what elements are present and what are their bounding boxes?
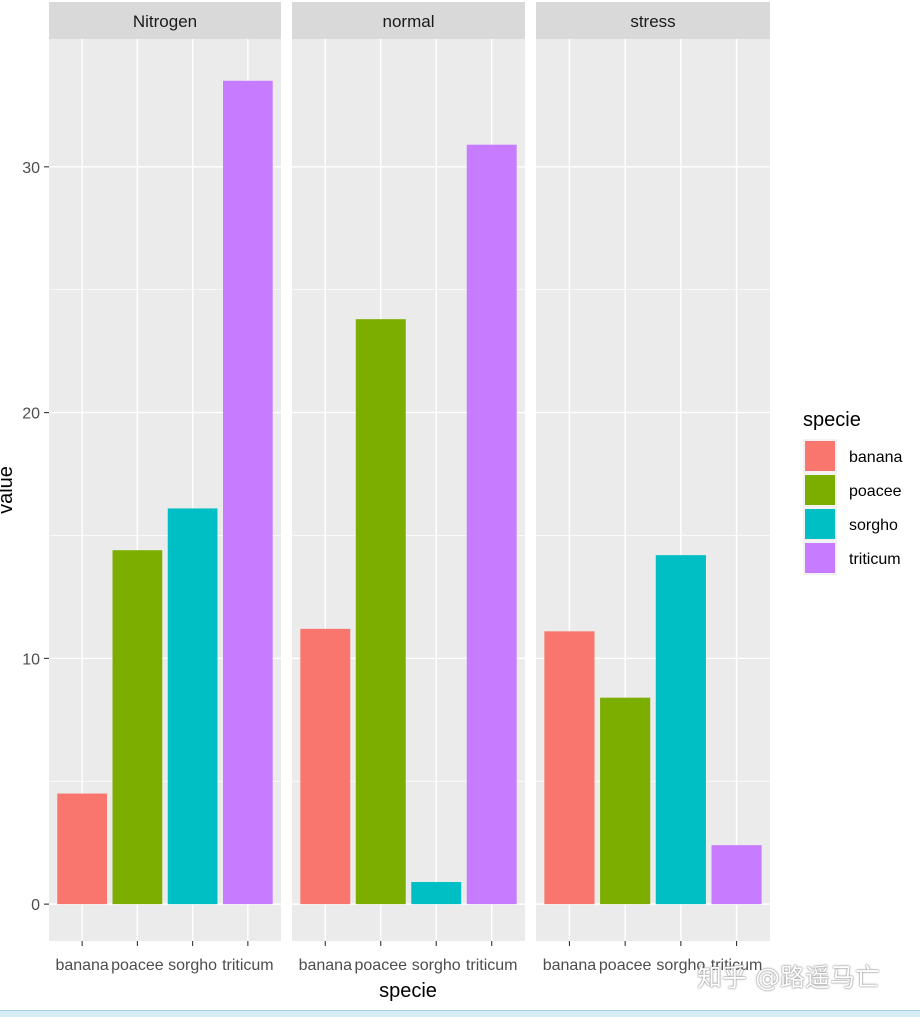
bar-normal-poacee (355, 319, 406, 905)
legend-label: sorgho (849, 517, 898, 534)
legend-swatch (805, 441, 835, 471)
x-tick-label: poacee (111, 957, 164, 974)
x-tick-label: banana (299, 957, 352, 974)
x-tick-label: banana (543, 957, 596, 974)
facet-strip-label: Nitrogen (133, 12, 197, 31)
facet-strip-label: normal (383, 12, 435, 31)
x-tick-label: triticum (466, 957, 518, 974)
bar-nitrogen-poacee (112, 550, 163, 905)
bar-nitrogen-sorgho (167, 508, 218, 905)
x-tick-label: poacee (355, 957, 408, 974)
legend-swatch (805, 543, 835, 573)
legend-swatch (805, 475, 835, 505)
y-tick-label: 30 (22, 160, 40, 177)
bar-normal-banana (300, 628, 351, 905)
legend-item-poacee: poacee (803, 473, 902, 507)
y-tick-label: 10 (22, 651, 40, 668)
bar-stress-banana (544, 631, 595, 905)
x-tick-label: sorgho (412, 957, 461, 974)
facet-panel-nitrogen: Nitrogen banana poacee sorgho triticum (49, 2, 281, 974)
bar-normal-triticum (466, 144, 517, 905)
x-axis-title: specie (379, 980, 437, 1002)
bottom-border (0, 1010, 920, 1017)
y-axis-title: value (0, 466, 17, 514)
watermark-text: 知乎 @路遥马亡 (697, 963, 880, 992)
legend-label: poacee (849, 483, 902, 500)
x-tick-label: banana (55, 957, 108, 974)
facet-strip (292, 2, 525, 39)
x-tick-label: sorgho (168, 957, 217, 974)
bar-stress-triticum (711, 845, 762, 905)
y-axis: 0 10 20 30 (22, 160, 49, 914)
x-tick-label: triticum (711, 957, 763, 974)
bar-stress-sorgho (655, 555, 706, 905)
legend-swatch (805, 509, 835, 539)
bar-nitrogen-triticum (223, 80, 273, 905)
facet-panel-stress: stress banana poacee sorgho triticum (536, 2, 770, 974)
legend-item-sorgho: sorgho (803, 507, 898, 541)
y-tick-label: 20 (22, 406, 40, 423)
bar-nitrogen-banana (57, 793, 107, 905)
facet-strip (536, 2, 770, 39)
legend-label: banana (849, 449, 902, 466)
facet-panel-normal: normal banana poacee sorgho triticum (292, 2, 525, 974)
y-tick-label: 0 (31, 897, 40, 914)
legend-label: triticum (849, 551, 901, 568)
x-tick-label: poacee (599, 957, 652, 974)
x-tick-label: triticum (222, 957, 274, 974)
facet-strip (49, 2, 281, 39)
legend: specie banana poacee sorgho triticum (803, 409, 902, 575)
x-tick-label: sorgho (656, 957, 705, 974)
bar-normal-sorgho (411, 882, 462, 905)
legend-item-triticum: triticum (803, 541, 901, 575)
bar-stress-poacee (600, 697, 651, 905)
legend-title: specie (803, 409, 861, 431)
facet-strip-label: stress (630, 12, 675, 31)
legend-item-banana: banana (803, 439, 902, 473)
